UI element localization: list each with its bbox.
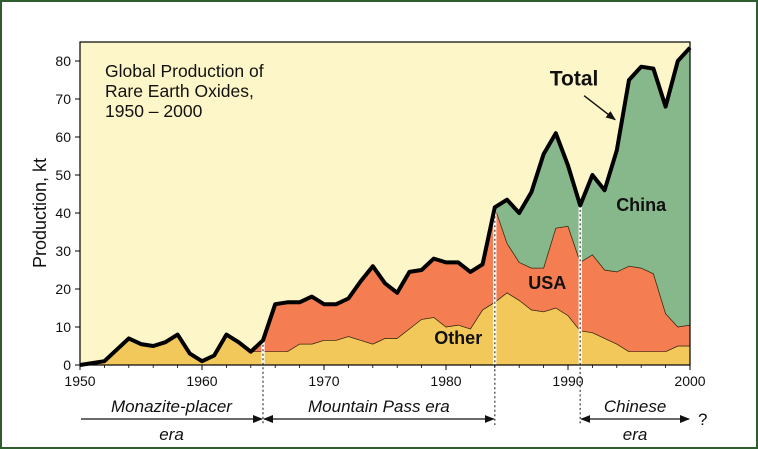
y-tick-label: 0: [63, 357, 71, 373]
y-axis-label: Production, kt: [30, 158, 50, 268]
series-label-other: Other: [434, 328, 482, 348]
x-tick-label: 1980: [430, 373, 461, 389]
series-labels: Other USA China Total: [434, 68, 667, 348]
era-label-0-line2: era: [159, 425, 184, 444]
y-tick-label: 50: [55, 167, 71, 183]
x-tick-label: 1990: [552, 373, 583, 389]
x-tick-label: 1960: [186, 373, 217, 389]
x-tick-label: 2000: [674, 373, 705, 389]
axes: 0 10 20 30 40 50 60 70 80 1950 1960 1970 1980 1990 200…: [55, 53, 705, 389]
chart-title-line-2: Rare Earth Oxides,: [105, 81, 254, 101]
era-label-1: Mountain Pass era: [308, 397, 450, 416]
y-tick-label: 70: [55, 91, 71, 107]
era-label-2-line2: era: [623, 425, 648, 444]
chart-title-line-1: Global Production of: [105, 61, 264, 81]
y-tick-label: 30: [55, 243, 71, 259]
chart-title-line-3: 1950 – 2000: [105, 101, 203, 121]
era-dividers: [261, 205, 582, 425]
series-label-total: Total: [550, 68, 599, 91]
series-label-usa: USA: [528, 273, 566, 293]
x-tick-label: 1950: [64, 373, 95, 389]
plot-border: [79, 41, 691, 366]
y-tick-label: 60: [55, 129, 71, 145]
y-tick-label: 80: [55, 53, 71, 69]
total-line: [79, 46, 692, 367]
era-label-0: Monazite-placer: [111, 397, 233, 416]
era-label-2: Chinese: [604, 397, 666, 416]
y-tick-label: 20: [55, 281, 71, 297]
era-question-mark: ?: [698, 410, 707, 429]
series-label-china: China: [616, 195, 667, 215]
y-tick-label: 40: [55, 205, 71, 221]
x-tick-label: 1970: [308, 373, 339, 389]
total-pointer-arrow: [583, 95, 616, 121]
era-labels: Monazite-placer era Mountain Pass era Chine…: [81, 397, 707, 444]
y-tick-label: 10: [55, 319, 71, 335]
